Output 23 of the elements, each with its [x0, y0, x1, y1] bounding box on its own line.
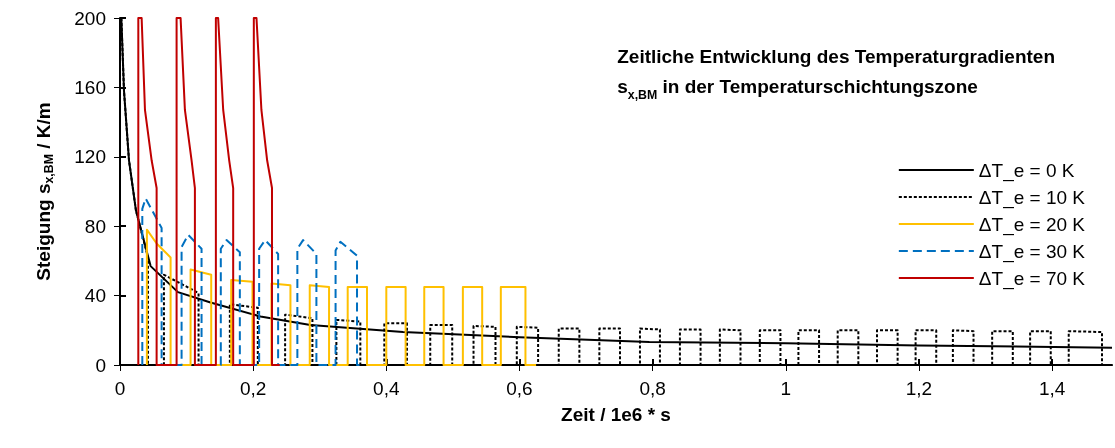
x-tick-label: 0,6: [506, 378, 533, 399]
y-tick-label: 40: [84, 285, 106, 307]
x-tick-label: 1: [780, 378, 792, 399]
line-series: [145, 228, 538, 366]
x-tick-label: 1,2: [905, 378, 933, 399]
x-axis-title: Zeit / 1e6 * s: [561, 404, 671, 425]
x-tick-label: 0,4: [373, 378, 400, 399]
y-tick-label: 120: [74, 146, 106, 168]
legend-label: ΔT_e = 30 K: [978, 240, 1086, 263]
legend-label: ΔT_e = 0 K: [978, 159, 1075, 182]
y-tick-label: 80: [84, 215, 106, 237]
legend-label: ΔT_e = 20 K: [978, 213, 1086, 236]
y-tick-label: 160: [74, 76, 106, 98]
y-tick-label: 200: [74, 7, 106, 29]
x-tick-label: 0,2: [239, 378, 267, 399]
x-tick-label: 0,8: [639, 378, 666, 399]
y-tick-label: 0: [95, 354, 106, 376]
x-tick-label: 1,4: [1038, 378, 1066, 399]
y-axis-title: Steigung sx,BM / K/m: [33, 102, 56, 281]
x-tick-label: 0: [114, 378, 126, 399]
line-series: [137, 17, 281, 366]
legend-label: ΔT_e = 70 K: [978, 267, 1086, 290]
legend-label: ΔT_e = 10 K: [978, 186, 1086, 209]
